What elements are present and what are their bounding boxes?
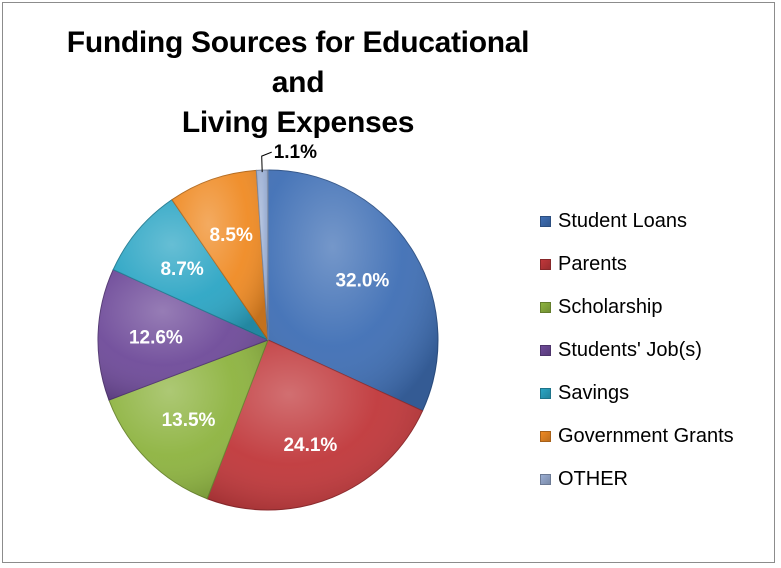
chart-title-line-2: Living Expenses <box>181 106 415 139</box>
legend-swatch-2 <box>540 302 551 313</box>
pie-slice-shading-0 <box>268 170 439 411</box>
legend-label-0: Student Loans <box>558 210 687 232</box>
pie-slice-shading-3 <box>97 269 268 401</box>
data-label-2: 13.5% <box>162 410 216 431</box>
legend-swatch-4 <box>540 388 551 399</box>
legend-item-6: OTHER <box>540 458 734 501</box>
pie-slice-shading-2 <box>108 340 269 499</box>
legend-swatch-6 <box>540 474 551 485</box>
pie-slice-shading-6 <box>256 170 268 340</box>
leader-line-6 <box>261 151 272 173</box>
legend-item-4: Savings <box>540 372 734 415</box>
data-label-4: 8.7% <box>160 259 203 280</box>
legend-label-4: Savings <box>558 382 630 404</box>
legend-item-2: Scholarship <box>540 286 734 329</box>
data-label-6: 1.1% <box>274 142 317 163</box>
legend-label-2: Scholarship <box>558 296 663 318</box>
legend-label-5: Government Grants <box>558 425 734 447</box>
pie-slice-shading-1 <box>207 340 423 511</box>
chart-title-line-1: Funding Sources for Educational and <box>66 26 530 99</box>
legend-item-3: Students' Job(s) <box>540 329 734 372</box>
legend-swatch-1 <box>540 259 551 270</box>
legend-swatch-0 <box>540 216 551 227</box>
chart-title: Funding Sources for Educational and Livi… <box>63 23 533 143</box>
pie-slice-shading-5 <box>171 170 268 340</box>
data-label-3: 12.6% <box>129 327 183 348</box>
legend: Student Loans Parents Scholarship Students'… <box>540 200 734 501</box>
legend-item-5: Government Grants <box>540 415 734 458</box>
legend-swatch-3 <box>540 345 551 356</box>
pie-slice-shading-4 <box>113 199 269 340</box>
legend-label-3: Students' Job(s) <box>558 339 702 361</box>
data-label-1: 24.1% <box>283 435 337 456</box>
data-label-0: 32.0% <box>335 270 389 291</box>
data-label-5: 8.5% <box>210 225 253 246</box>
legend-label-1: Parents <box>558 253 627 275</box>
legend-swatch-5 <box>540 431 551 442</box>
legend-label-6: OTHER <box>558 468 628 490</box>
legend-item-0: Student Loans <box>540 200 734 243</box>
legend-item-1: Parents <box>540 243 734 286</box>
